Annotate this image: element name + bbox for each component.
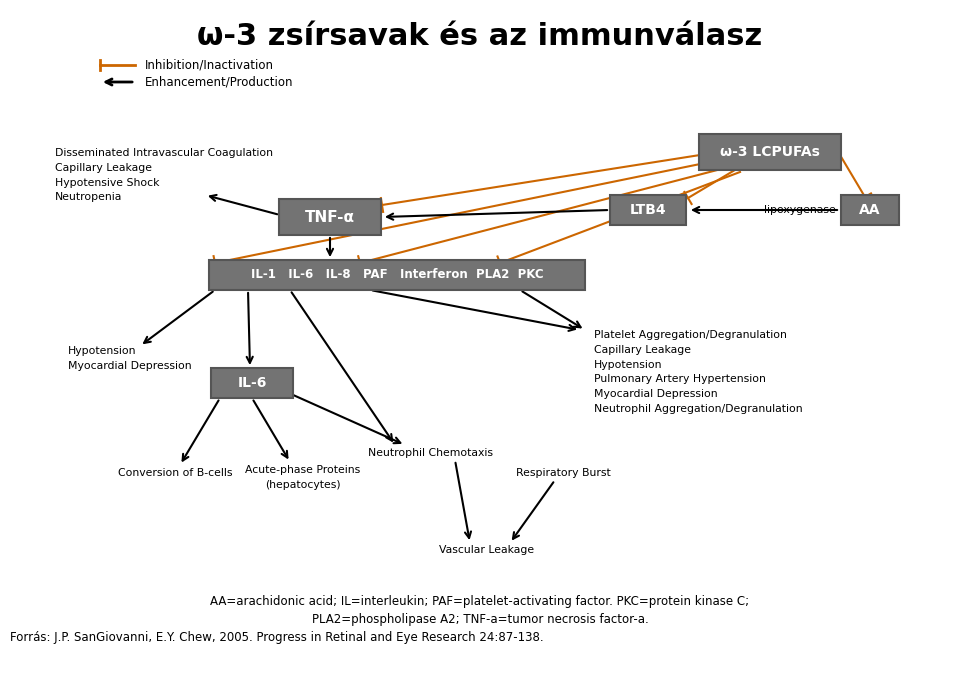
Text: AA: AA (859, 203, 880, 217)
FancyBboxPatch shape (279, 199, 381, 235)
Text: Conversion of B-cells: Conversion of B-cells (118, 468, 232, 478)
Text: LTB4: LTB4 (630, 203, 666, 217)
Text: TNF-α: TNF-α (305, 210, 355, 225)
FancyBboxPatch shape (610, 195, 686, 225)
Text: Platelet Aggregation/Degranulation
Capillary Leakage
Hypotension
Pulmonary Arter: Platelet Aggregation/Degranulation Capil… (594, 330, 803, 414)
FancyBboxPatch shape (699, 134, 841, 170)
Text: Hypotension
Myocardial Depression: Hypotension Myocardial Depression (68, 346, 192, 371)
Text: Vascular Leakage: Vascular Leakage (440, 545, 535, 555)
Text: Forrás: J.P. SanGiovanni, E.Y. Chew, 2005. Progress in Retinal and Eye Research : Forrás: J.P. SanGiovanni, E.Y. Chew, 200… (10, 631, 543, 644)
Text: IL-1   IL-6   IL-8   PAF   Interferon  PLA2  PKC: IL-1 IL-6 IL-8 PAF Interferon PLA2 PKC (251, 268, 543, 282)
FancyBboxPatch shape (209, 260, 585, 290)
Text: ω-3 zsírsavak és az immunválasz: ω-3 zsírsavak és az immunválasz (198, 22, 762, 51)
Text: Neutrophil Chemotaxis: Neutrophil Chemotaxis (368, 448, 492, 458)
Text: ω-3 LCPUFAs: ω-3 LCPUFAs (720, 145, 820, 159)
Text: IL-6: IL-6 (237, 376, 267, 390)
Text: PLA2=phospholipase A2; TNF-a=tumor necrosis factor-a.: PLA2=phospholipase A2; TNF-a=tumor necro… (312, 613, 648, 626)
FancyBboxPatch shape (211, 368, 293, 398)
Text: Disseminated Intravascular Coagulation
Capillary Leakage
Hypotensive Shock
Neutr: Disseminated Intravascular Coagulation C… (55, 148, 273, 202)
Text: Respiratory Burst: Respiratory Burst (516, 468, 611, 478)
Text: lipoxygenase: lipoxygenase (764, 205, 836, 215)
Text: Acute-phase Proteins
(hepatocytes): Acute-phase Proteins (hepatocytes) (246, 465, 361, 490)
Text: Enhancement/Production: Enhancement/Production (145, 75, 294, 88)
Text: AA=arachidonic acid; IL=interleukin; PAF=platelet-activating factor. PKC=protein: AA=arachidonic acid; IL=interleukin; PAF… (210, 595, 750, 608)
FancyBboxPatch shape (841, 195, 899, 225)
Text: Inhibition/Inactivation: Inhibition/Inactivation (145, 58, 274, 71)
